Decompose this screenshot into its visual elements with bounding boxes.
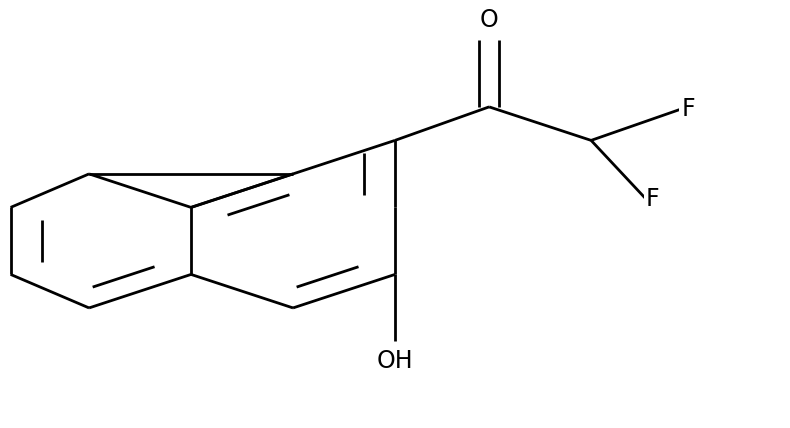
- Text: F: F: [681, 97, 695, 121]
- Text: O: O: [480, 8, 498, 33]
- Text: OH: OH: [377, 349, 413, 373]
- Text: F: F: [646, 187, 660, 211]
